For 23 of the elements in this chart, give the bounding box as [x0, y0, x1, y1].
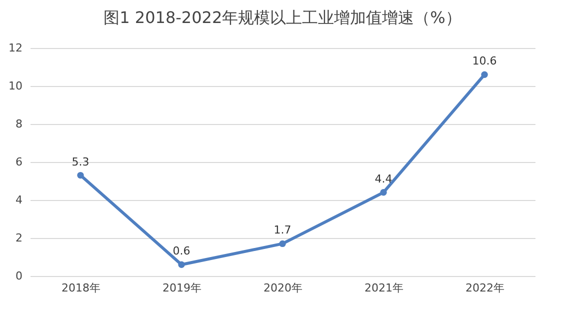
y-tick-label: 0 — [16, 270, 22, 282]
y-tick-label: 6 — [16, 156, 22, 168]
data-label: 1.7 — [274, 224, 292, 237]
x-tick-label: 2022年 — [466, 282, 504, 294]
point — [279, 240, 286, 248]
x-tick-label: 2018年 — [62, 282, 100, 294]
data-label: 0.6 — [172, 244, 190, 258]
point — [481, 71, 488, 78]
point — [77, 172, 84, 179]
x-tick-label: 2021年 — [364, 282, 404, 294]
y-tick-label: 12 — [8, 42, 22, 54]
point — [178, 261, 185, 268]
data-label: 4.4 — [374, 172, 392, 186]
data-label: 5.3 — [72, 155, 90, 168]
chart-title: 图1 2018-2022年规模以上工业增加值增速（%） — [104, 8, 462, 27]
y-tick-label: 2 — [16, 232, 22, 244]
x-tick-label: 2019年 — [162, 282, 202, 294]
y-tick-label: 4 — [16, 194, 22, 206]
x-tick-label: 2020年 — [264, 282, 302, 294]
data-label: 10.6 — [472, 54, 497, 68]
y-tick-label: 8 — [16, 118, 22, 130]
y-tick-label: 10 — [8, 80, 22, 92]
point — [380, 189, 387, 196]
